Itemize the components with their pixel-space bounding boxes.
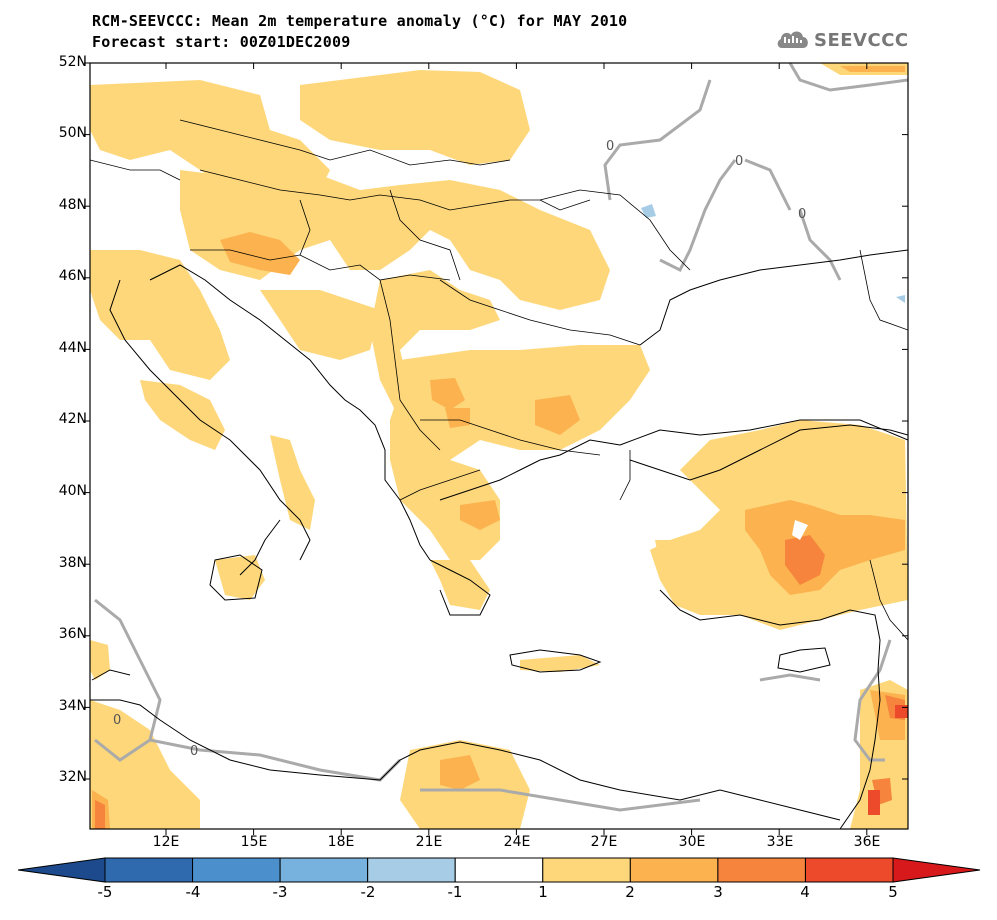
colorbar-box [192, 857, 281, 883]
lat-label: 42N [58, 411, 87, 427]
forecast-start-label: Forecast start: 00Z01DEC2009 [92, 33, 351, 51]
colorbar-label: -1 [447, 883, 463, 901]
contour-label-group: 0 0 0 0 0 [113, 139, 806, 759]
colorbar-box [367, 857, 456, 883]
colorbar-box [629, 857, 719, 883]
lon-label: 21E [415, 834, 443, 850]
colorbar-box [717, 857, 806, 883]
contour-label: 0 [113, 713, 121, 728]
lon-label: 36E [853, 834, 881, 850]
map-title: RCM-SEEVCCC: Mean 2m temperature anomaly… [92, 12, 628, 30]
lon-label: 12E [152, 834, 180, 850]
colorbar-label: -4 [185, 883, 201, 901]
colorbar-label: 2 [625, 883, 635, 901]
lat-label: 46N [58, 268, 87, 284]
lon-label: 15E [240, 834, 268, 850]
contour-label: 0 [798, 207, 806, 222]
colorbar-label: -3 [272, 883, 288, 901]
logo-text: SEEVCCC [814, 29, 909, 51]
lat-label: 38N [58, 555, 87, 571]
colorbar-label: 1 [538, 883, 548, 901]
coastlines [90, 249, 908, 829]
lat-label: 40N [58, 483, 87, 499]
lon-label: 27E [590, 834, 618, 850]
lat-label: 48N [58, 197, 87, 213]
lat-label: 32N [58, 769, 87, 785]
lat-label: 50N [58, 125, 87, 141]
colorbar-box [279, 857, 369, 883]
cloud-logo-icon [777, 31, 808, 48]
colorbar-high-arrow [892, 857, 981, 883]
contour-label: 0 [606, 139, 614, 154]
lat-label: 52N [58, 54, 87, 70]
country-borders [90, 119, 908, 641]
colorbar-box [104, 857, 194, 883]
colorbar-label: 4 [800, 883, 810, 901]
colorbar [17, 857, 981, 883]
colorbar-box [804, 857, 894, 883]
contour-label: 0 [735, 154, 743, 169]
anomaly-shading [90, 63, 908, 829]
axis-ticks [84, 62, 908, 835]
colorbar-label: 3 [713, 883, 723, 901]
seevccc-logo: SEEVCCC [776, 26, 909, 54]
lon-label: 30E [678, 834, 706, 850]
colorbar-label: 5 [888, 883, 898, 901]
lon-label: 24E [503, 834, 531, 850]
lon-label: 18E [327, 834, 355, 850]
zero-contours [94, 63, 908, 812]
colorbar-box [542, 857, 631, 883]
colorbar-label: -2 [360, 883, 376, 901]
map-frame [89, 62, 909, 830]
lat-label: 44N [58, 340, 87, 356]
colorbar-low-arrow [17, 857, 106, 883]
lat-label: 36N [58, 626, 87, 642]
colorbar-label: -5 [97, 883, 113, 901]
lon-label: 33E [766, 834, 794, 850]
colorbar-box [454, 857, 544, 883]
contour-label: 0 [190, 744, 198, 759]
lat-label: 34N [58, 698, 87, 714]
